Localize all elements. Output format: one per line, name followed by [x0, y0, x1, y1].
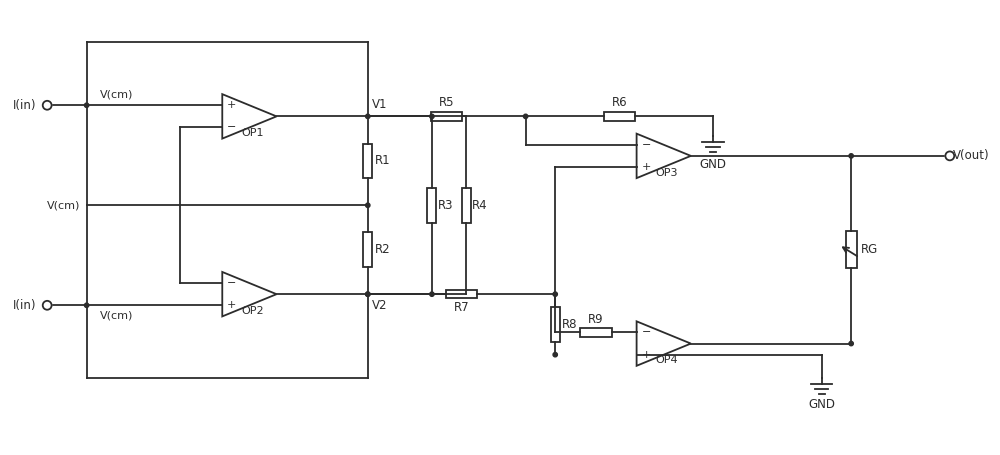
Text: R5: R5 [439, 96, 454, 110]
Text: R6: R6 [612, 96, 627, 110]
Bar [363, 233, 372, 267]
Text: R4: R4 [472, 199, 488, 212]
Text: R1: R1 [375, 154, 390, 167]
Text: −: − [642, 140, 651, 150]
Text: V2: V2 [372, 299, 387, 312]
Text: GND: GND [700, 158, 727, 171]
Circle shape [84, 303, 89, 308]
Text: +: + [227, 100, 237, 110]
Text: OP1: OP1 [241, 128, 264, 138]
Text: V(cm): V(cm) [47, 200, 81, 210]
Text: +: + [642, 350, 651, 360]
Circle shape [553, 353, 557, 357]
Circle shape [849, 341, 853, 346]
Circle shape [849, 154, 853, 158]
Bar [431, 112, 462, 121]
Text: R7: R7 [454, 301, 469, 314]
Circle shape [366, 292, 370, 296]
Text: I(in): I(in) [13, 299, 36, 312]
Circle shape [945, 152, 954, 160]
Text: OP3: OP3 [655, 168, 678, 178]
Text: −: − [642, 328, 651, 338]
Text: R9: R9 [588, 313, 604, 325]
Text: V1: V1 [372, 98, 387, 111]
Text: V(out): V(out) [953, 149, 989, 162]
Text: −: − [227, 278, 237, 288]
Circle shape [430, 114, 434, 119]
Text: +: + [227, 300, 237, 310]
Text: V(cm): V(cm) [100, 90, 133, 100]
Circle shape [43, 301, 52, 310]
Text: V(cm): V(cm) [100, 311, 133, 321]
Circle shape [84, 103, 89, 107]
Circle shape [366, 114, 370, 119]
Text: −: − [227, 122, 237, 132]
Bar [846, 231, 857, 268]
Circle shape [366, 292, 370, 296]
Text: OP2: OP2 [241, 306, 264, 316]
Bar [363, 143, 372, 178]
Text: OP4: OP4 [655, 355, 678, 365]
Circle shape [43, 101, 52, 110]
Bar [446, 290, 477, 298]
Text: GND: GND [808, 398, 835, 411]
Text: R2: R2 [375, 243, 390, 256]
Text: +: + [642, 162, 651, 172]
Circle shape [553, 292, 557, 296]
Bar [580, 328, 612, 337]
Circle shape [430, 292, 434, 296]
Text: I(in): I(in) [13, 99, 36, 112]
Circle shape [523, 114, 528, 119]
Bar [427, 188, 436, 222]
Bar [462, 188, 471, 222]
Bar [551, 307, 560, 342]
Text: RG: RG [861, 243, 878, 256]
Circle shape [366, 203, 370, 207]
Text: R3: R3 [438, 199, 453, 212]
Text: R8: R8 [562, 318, 578, 331]
Bar [604, 112, 635, 121]
